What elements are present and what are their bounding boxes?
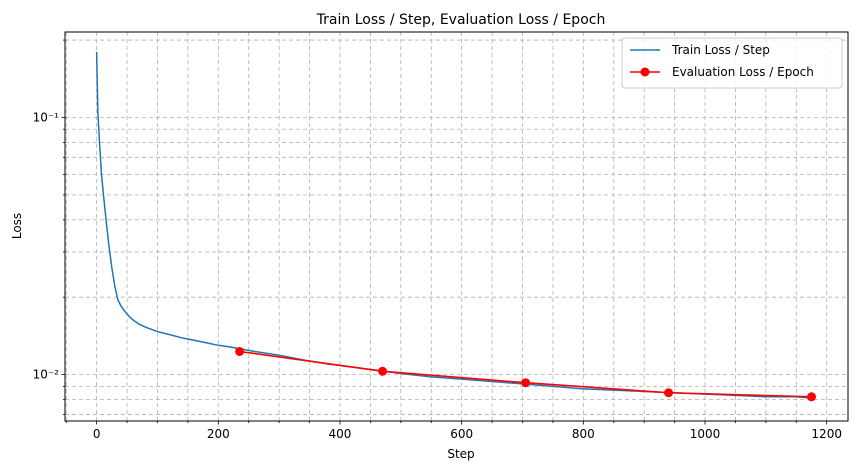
legend-box bbox=[621, 37, 843, 89]
eval-loss-point bbox=[235, 346, 245, 356]
x-tick-label: 800 bbox=[572, 427, 595, 441]
chart-title: Train Loss / Step, Evaluation Loss / Epo… bbox=[316, 12, 606, 28]
y-axis-label: Loss bbox=[10, 213, 24, 239]
x-tick-label: 1000 bbox=[690, 427, 721, 441]
x-tick-label: 0 bbox=[93, 427, 101, 441]
legend: Train Loss / Step Evaluation Loss / Epoc… bbox=[621, 37, 843, 89]
legend-label-train: Train Loss / Step bbox=[671, 43, 770, 57]
eval-loss-point bbox=[521, 378, 531, 388]
x-tick-label: 400 bbox=[329, 427, 352, 441]
x-tick-label: 1200 bbox=[811, 427, 842, 441]
x-axis-label: Step bbox=[447, 447, 474, 461]
legend-label-eval: Evaluation Loss / Epoch bbox=[672, 65, 814, 79]
y-tick-label: 10⁻¹ bbox=[33, 110, 60, 124]
x-tick-label: 200 bbox=[207, 427, 230, 441]
eval-loss-point bbox=[378, 366, 388, 376]
x-tick-label: 600 bbox=[450, 427, 473, 441]
legend-marker-eval bbox=[640, 67, 650, 77]
y-tick-label: 10⁻² bbox=[33, 368, 60, 382]
eval-loss-point bbox=[806, 392, 816, 402]
plot-frame bbox=[64, 31, 849, 422]
axes: 0 200 400 600 800 1000 1200 10⁻² 10⁻¹ bbox=[33, 39, 842, 441]
eval-loss-point bbox=[664, 388, 674, 398]
series-layer bbox=[95, 51, 816, 402]
series-line-train-loss bbox=[95, 51, 812, 399]
grid-lines bbox=[65, 32, 848, 421]
